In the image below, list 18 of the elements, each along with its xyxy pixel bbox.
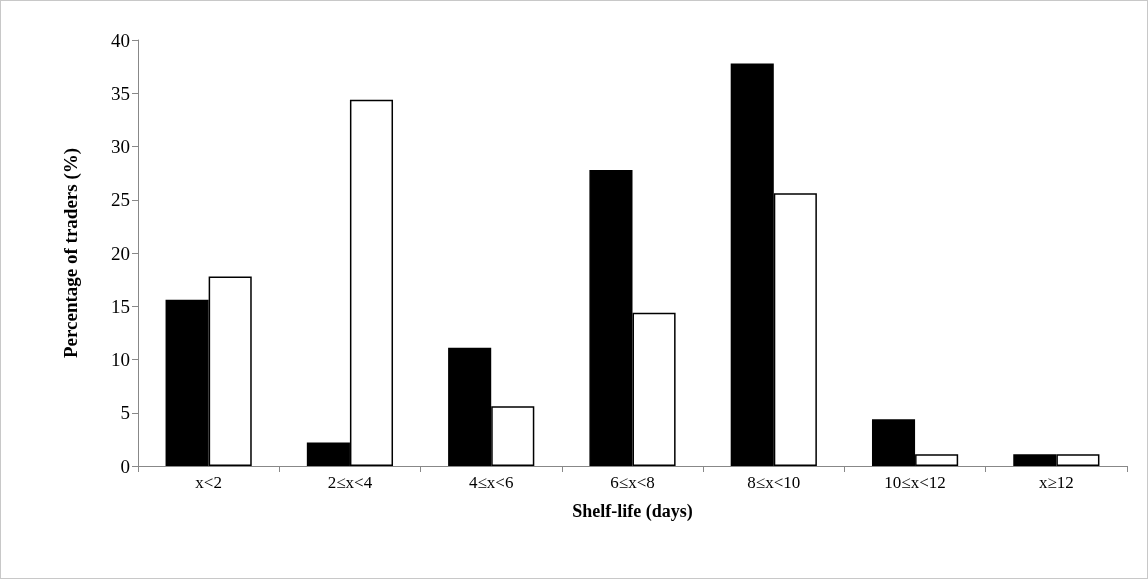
- x-tick-label: 2≤x<4: [327, 473, 373, 492]
- x-axis-title: Shelf-life (days): [572, 501, 693, 522]
- x-tick-label: x<2: [195, 473, 222, 492]
- y-tick-label: 35: [111, 82, 130, 104]
- y-tick-label: 5: [120, 402, 130, 424]
- x-tick-label: 10≤x<12: [884, 473, 946, 492]
- y-tick-label: 10: [111, 349, 130, 370]
- y-tick-label: 30: [111, 136, 130, 157]
- y-tick-label: 20: [111, 242, 130, 264]
- x-tick-label: x≥12: [1038, 473, 1074, 492]
- x-tick-label: 8≤x<10: [747, 473, 801, 492]
- y-tick-label: 25: [111, 189, 130, 211]
- x-tick-label: 4≤x<6: [469, 473, 514, 492]
- y-tick-label: 15: [111, 295, 130, 317]
- y-tick-label: 40: [111, 29, 130, 51]
- y-tick-label: 0: [120, 455, 130, 477]
- x-tick-label: 6≤x<8: [610, 473, 655, 492]
- y-axis-title: Percentage of traders (%): [60, 147, 82, 359]
